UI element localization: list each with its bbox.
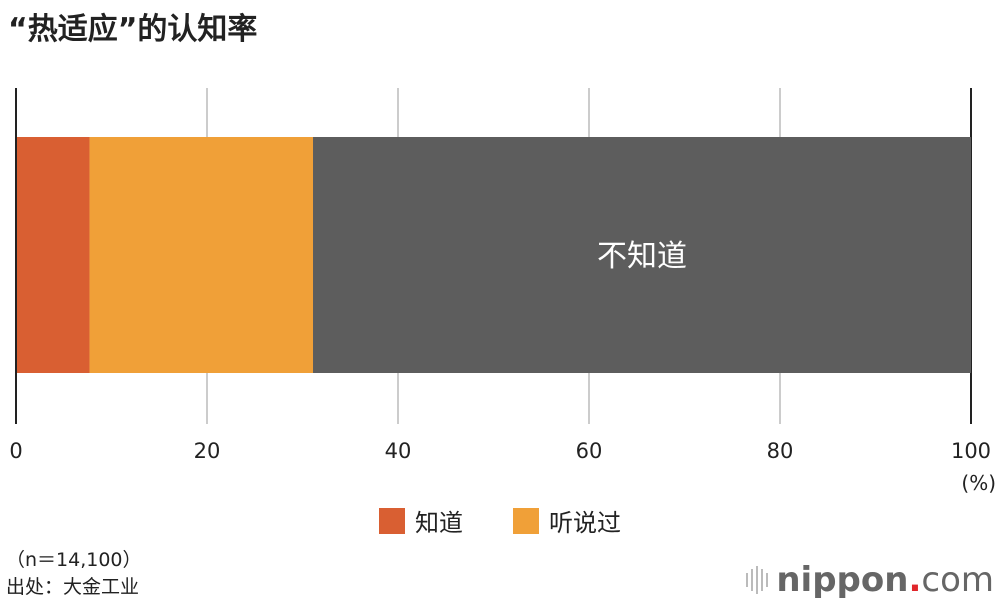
logo-tld: com <box>921 560 994 600</box>
legend-swatch <box>379 507 405 534</box>
x-tick-label: 20 <box>194 439 221 463</box>
legend: 知道 听说过 <box>0 503 1000 538</box>
legend-item-know: 知道 <box>379 503 463 538</box>
chart-plot: 0 20 40 60 80 100 不知道 (%) <box>9 88 996 495</box>
source-note: 出处：大金工业 <box>6 576 140 598</box>
x-tick-label: 80 <box>767 439 794 463</box>
legend-label: 听说过 <box>549 509 621 537</box>
x-tick-label: 100 <box>951 439 991 463</box>
x-tick-label: 0 <box>9 439 22 463</box>
legend-swatch <box>513 507 539 534</box>
nippon-logo: nippon.com <box>746 560 994 600</box>
x-tick-label: 40 <box>385 439 412 463</box>
bar-data-label: 不知道 <box>597 239 687 274</box>
legend-label: 知道 <box>415 509 463 537</box>
x-tick-label: 60 <box>576 439 603 463</box>
legend-item-heard: 听说过 <box>513 503 621 538</box>
bar-segment-2 <box>89 137 314 373</box>
logo-mark-icon <box>746 566 769 594</box>
x-unit-label: (%) <box>961 471 996 495</box>
bar-segment-3 <box>313 137 971 373</box>
chart-title: “热适应”的认知率 <box>8 12 258 47</box>
logo-dot: . <box>908 560 922 600</box>
bar-segment-1 <box>16 137 90 373</box>
logo-text: nippon <box>776 560 909 600</box>
sample-size-note: （n＝14,100） <box>6 549 142 571</box>
